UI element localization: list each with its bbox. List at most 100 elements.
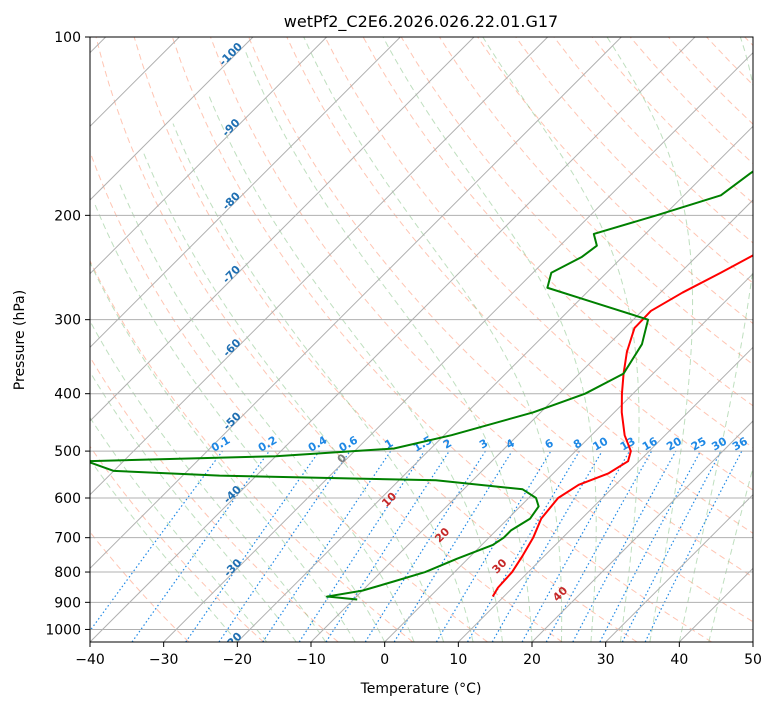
plot-frame [89, 36, 754, 643]
isotherm-lines [90, 37, 753, 642]
mixing-ratio-line [90, 450, 223, 632]
x-tick-label: −10 [296, 652, 326, 668]
isobar-lines [90, 37, 753, 630]
dry-adiabat-label: -40 [221, 483, 244, 506]
x-tick-label: 0 [380, 652, 389, 668]
moist-adiabat-line [678, 37, 753, 642]
x-tick-label: 50 [744, 652, 762, 668]
dry-adiabat-line [248, 37, 753, 578]
dry-adiabat-line [90, 150, 488, 642]
dry-adiabat-line [553, 37, 753, 244]
dry-adiabat-lines [90, 37, 753, 642]
mixing-ratio-line [545, 450, 653, 642]
moist-adiabat-line [90, 371, 297, 642]
moist-adiabat-line [303, 37, 563, 642]
isotherm-line [90, 37, 401, 349]
dry-adiabat-line [90, 445, 264, 642]
moist-adiabat-line [207, 94, 504, 642]
mixing-ratio-lines [90, 450, 743, 642]
moist-adiabat-label: 40 [550, 584, 570, 604]
isotherm-line [678, 567, 753, 642]
moist-adiabat-line [244, 49, 533, 642]
isotherm-line [310, 199, 753, 642]
y-tick-label: 200 [54, 208, 81, 224]
y-tick-label: 1000 [45, 622, 81, 638]
mixing-ratio-line [325, 450, 450, 642]
y-axis-title: Pressure (hPa) [12, 290, 28, 390]
y-tick-label: 700 [54, 531, 81, 547]
isotherm-line [90, 37, 622, 570]
x-tick-label: −40 [75, 652, 105, 668]
dry-adiabat-line [90, 356, 339, 642]
dry-adiabat-label: -10 [222, 703, 245, 708]
dry-adiabat-line [324, 37, 753, 491]
sounding-series [90, 170, 753, 601]
mixing-ratio-line [644, 450, 743, 642]
y-tick-label: 600 [54, 491, 81, 507]
dry-adiabat-line [286, 37, 753, 534]
isotherm-line [531, 420, 753, 642]
dry-adiabat-line [95, 37, 563, 642]
dry-adiabat-line [90, 259, 414, 642]
moist-adiabat-label: 10 [379, 490, 399, 510]
moist-adiabat-line [90, 261, 356, 642]
mixing-ratio-line [393, 450, 513, 642]
dry-adiabat-line [133, 37, 638, 642]
dry-adiabat-label: -20 [221, 629, 244, 652]
y-tick-label: 800 [54, 565, 81, 581]
dewpoint-profile-line [90, 170, 753, 601]
y-tick-label: 900 [54, 595, 81, 611]
moist-adiabat-line [708, 465, 753, 642]
isotherm-line [90, 37, 549, 496]
isotherm-line [236, 125, 753, 642]
mixing-ratio-line [521, 450, 631, 642]
mixing-ratio-line [262, 450, 392, 642]
mixing-ratio-line [466, 450, 580, 642]
moist-adiabat-line [90, 320, 327, 642]
moist-adiabat-line [90, 416, 268, 642]
x-axis-title: Temperature (°C) [360, 681, 482, 697]
dry-adiabat-label: -50 [221, 409, 244, 432]
x-tick-label: −20 [223, 652, 253, 668]
isotherm-line [90, 37, 328, 275]
y-tick-label: 400 [54, 387, 81, 403]
x-tick-label: 10 [449, 652, 467, 668]
x-tick-label: 40 [670, 652, 688, 668]
temperature-profile-line [491, 254, 753, 598]
contour-labels: 0.1 0.2 0.4 0.6 1 1.5 2 3 4 6 8 10 13 16 20 25 30 36-100-… [209, 40, 750, 708]
dry-adiabat-line [591, 37, 753, 204]
moist-adiabat-line [117, 180, 415, 642]
x-tick-label: 20 [523, 652, 541, 668]
mixing-ratio-line [599, 450, 702, 642]
moist-adiabat-line [482, 37, 640, 642]
mixing-ratio-label: 4 [504, 436, 517, 451]
moist-adiabat-lines [90, 37, 753, 642]
x-tick-label: 30 [597, 652, 615, 668]
mixing-ratio-label: 6 [543, 436, 556, 451]
isotherm-line [605, 493, 753, 642]
y-tick-label: 500 [54, 444, 81, 460]
isotherm-line [163, 51, 753, 642]
moist-adiabat-line [606, 37, 694, 642]
x-axis: −40 −30 −20 −10 0 10 20 30 40 50 [75, 642, 762, 668]
y-tick-label: 100 [54, 30, 81, 46]
moist-adiabat-line [382, 37, 597, 642]
dry-adiabat-line [90, 531, 190, 642]
mixing-ratio-line [298, 450, 425, 642]
y-tick-label: 300 [54, 313, 81, 329]
mixing-ratio-line [185, 450, 320, 642]
dry-adiabat-line [744, 37, 753, 47]
mixing-ratio-line [218, 450, 351, 642]
isotherm-line [384, 272, 753, 642]
dry-adiabat-label: -30 [221, 556, 244, 579]
dry-adiabat-line [210, 37, 753, 623]
y-axis: 100 200 300 400 500 600 700 800 900 1000 [45, 30, 90, 638]
dry-adiabat-line [668, 37, 753, 125]
moist-adiabat-label: 20 [432, 525, 452, 545]
moist-adiabat-label: 30 [490, 556, 510, 576]
isotherm-line [457, 346, 753, 642]
isotherm-line [90, 37, 475, 422]
moist-adiabat-line [90, 458, 238, 642]
dry-adiabat-line [515, 37, 753, 284]
